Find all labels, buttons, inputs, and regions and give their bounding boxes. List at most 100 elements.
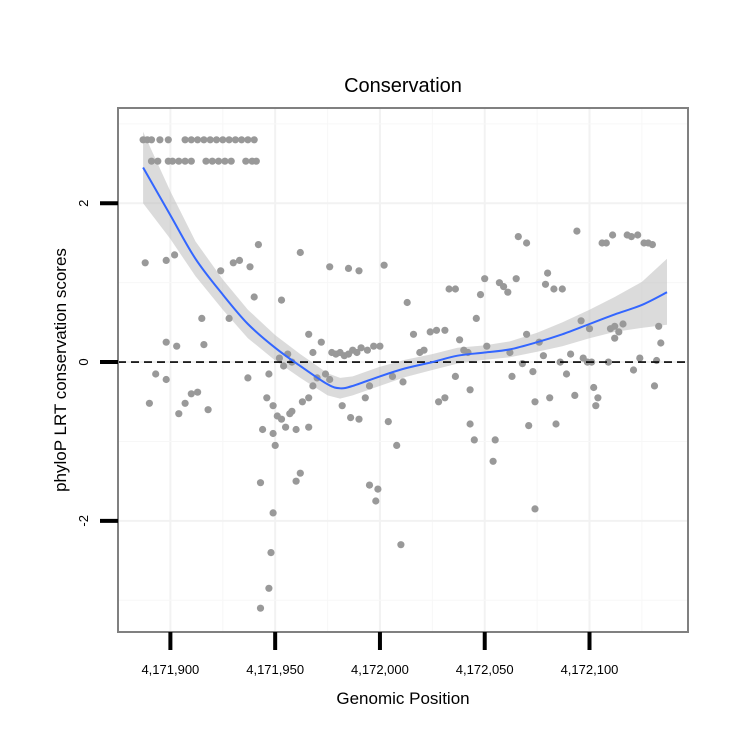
- data-point: [152, 370, 160, 378]
- data-point: [265, 370, 273, 378]
- data-point: [162, 375, 170, 384]
- data-point: [256, 604, 265, 612]
- data-point: [435, 398, 443, 406]
- data-point: [277, 296, 286, 304]
- data-point: [187, 136, 195, 144]
- data-point: [194, 136, 202, 144]
- data-point: [168, 157, 177, 165]
- data-point: [208, 157, 216, 165]
- data-point: [567, 350, 575, 358]
- data-point: [611, 322, 619, 330]
- data-point: [244, 374, 252, 382]
- data-point: [504, 288, 512, 296]
- data-point: [338, 402, 346, 410]
- data-point: [254, 241, 262, 249]
- data-point: [432, 326, 441, 334]
- data-point: [397, 541, 405, 549]
- data-point: [472, 314, 480, 322]
- data-point: [164, 136, 172, 144]
- data-point: [518, 360, 527, 368]
- data-point: [372, 497, 380, 505]
- data-point: [242, 157, 250, 165]
- data-point: [466, 386, 474, 394]
- data-point: [615, 328, 623, 336]
- data-point: [365, 382, 374, 390]
- data-point: [629, 366, 638, 374]
- data-point: [445, 285, 453, 293]
- data-point: [317, 338, 325, 346]
- data-point: [227, 157, 235, 165]
- data-point: [573, 227, 581, 235]
- data-point: [267, 549, 275, 557]
- data-point: [374, 485, 382, 493]
- data-point: [305, 423, 313, 431]
- data-point: [353, 348, 361, 357]
- data-point: [271, 441, 279, 449]
- data-point: [466, 420, 474, 428]
- data-point: [171, 251, 179, 259]
- data-point: [380, 261, 388, 269]
- data-point: [531, 398, 539, 406]
- data-point: [292, 477, 300, 485]
- data-point: [481, 275, 489, 283]
- data-point: [198, 314, 206, 322]
- data-point: [512, 275, 520, 283]
- data-point: [611, 334, 619, 342]
- data-point: [590, 383, 598, 392]
- data-point: [363, 346, 371, 354]
- data-point: [288, 407, 296, 415]
- data-point: [173, 342, 181, 350]
- data-point: [326, 263, 334, 271]
- data-point: [619, 320, 627, 328]
- data-point: [653, 356, 661, 365]
- data-point: [250, 136, 258, 144]
- x-tick-label: 4,171,900: [141, 662, 199, 677]
- data-point: [489, 457, 497, 465]
- data-point: [229, 259, 237, 267]
- y-tick-label: 2: [76, 200, 91, 207]
- data-point: [298, 398, 306, 406]
- data-point: [246, 263, 254, 271]
- data-point: [280, 362, 288, 370]
- data-point: [231, 136, 239, 144]
- data-point: [514, 233, 522, 241]
- data-point: [529, 368, 537, 376]
- x-tick-label: 4,171,950: [246, 662, 304, 677]
- data-point: [361, 394, 369, 402]
- chart-title: Conservation: [344, 75, 462, 97]
- x-tick-label: 4,172,100: [561, 662, 619, 677]
- data-point: [441, 326, 449, 334]
- data-point: [275, 354, 283, 362]
- data-point: [145, 399, 153, 407]
- data-point: [585, 325, 594, 333]
- data-point: [292, 425, 300, 434]
- data-point: [399, 378, 407, 386]
- data-point: [296, 248, 304, 257]
- data-point: [409, 330, 418, 338]
- data-point: [187, 390, 195, 398]
- data-point: [393, 441, 401, 449]
- data-point: [370, 342, 378, 350]
- data-point: [175, 410, 183, 418]
- data-point: [219, 136, 227, 144]
- data-point: [269, 429, 277, 438]
- data-point: [648, 241, 657, 249]
- data-point: [376, 342, 384, 350]
- data-point: [141, 259, 149, 267]
- y-tick-label: 0: [76, 358, 91, 365]
- data-point: [441, 394, 449, 402]
- x-axis-label: Genomic Position: [336, 689, 469, 708]
- data-point: [388, 372, 397, 380]
- data-point: [355, 415, 363, 423]
- data-point: [265, 584, 273, 592]
- data-point: [634, 231, 642, 239]
- data-point: [636, 354, 644, 362]
- data-point: [539, 352, 548, 360]
- smooth-trend-line: [142, 167, 668, 390]
- data-point: [594, 394, 602, 402]
- data-point: [500, 283, 508, 291]
- data-point: [552, 420, 560, 428]
- data-point: [206, 136, 214, 144]
- data-point: [309, 348, 317, 357]
